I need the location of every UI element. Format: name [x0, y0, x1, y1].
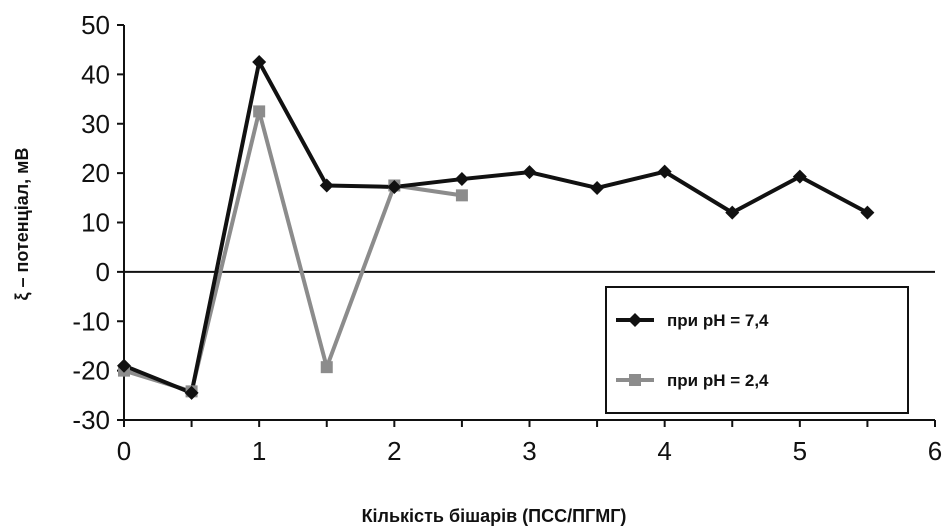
x-tick-label: 6 — [928, 436, 942, 466]
x-tick-label: 5 — [793, 436, 807, 466]
data-point-series-1 — [860, 205, 875, 220]
data-point-series-1 — [522, 165, 537, 180]
data-point-series-1 — [184, 385, 199, 400]
data-point-series-2 — [455, 189, 468, 202]
series-markers — [117, 55, 875, 400]
legend-label-series-1: при pH = 7,4 — [667, 311, 769, 330]
data-point-series-1 — [454, 172, 469, 187]
x-tick-label: 4 — [657, 436, 671, 466]
data-point-series-1 — [725, 205, 740, 220]
series-lines — [123, 60, 869, 395]
legend-label-series-2: при pH = 2,4 — [667, 371, 769, 390]
y-tick-label: 50 — [81, 10, 110, 40]
data-point-series-1 — [319, 178, 334, 193]
y-axis-title: ξ – потенціал, мВ — [12, 148, 33, 301]
y-tick-label: -30 — [72, 405, 110, 435]
data-point-series-2 — [253, 105, 266, 118]
x-axis-tick-labels: 0 1 2 3 4 5 6 — [117, 436, 942, 466]
data-point-series-1 — [387, 179, 402, 194]
legend-swatch-marker-series-2 — [629, 374, 641, 386]
x-axis-ticks — [123, 420, 936, 427]
series-line-2 — [123, 109, 463, 394]
y-tick-label: 40 — [81, 59, 110, 89]
data-point-series-1 — [657, 164, 672, 179]
y-tick-label: -20 — [72, 356, 110, 386]
y-tick-label: 0 — [96, 257, 110, 287]
data-point-series-2 — [320, 361, 333, 374]
x-tick-label: 1 — [252, 436, 266, 466]
y-tick-label: 30 — [81, 109, 110, 139]
data-point-series-1 — [590, 180, 605, 195]
x-axis-title: Кількість бішарів (ПСС/ПГМГ) — [362, 506, 627, 526]
data-point-series-1 — [252, 55, 267, 70]
series-line-1 — [123, 60, 869, 395]
data-point-series-1 — [117, 358, 131, 373]
y-tick-label: 10 — [81, 208, 110, 238]
x-tick-label: 2 — [387, 436, 401, 466]
legend-box — [605, 286, 909, 414]
data-point-series-1 — [792, 169, 807, 184]
legend: при pH = 7,4 при pH = 2,4 — [605, 286, 909, 414]
y-tick-label: 20 — [81, 158, 110, 188]
y-axis-tick-labels: 50 40 30 20 10 0 -10 -20 -30 — [72, 10, 110, 435]
x-tick-label: 0 — [117, 436, 131, 466]
y-tick-label: -10 — [72, 306, 110, 336]
x-tick-label: 3 — [522, 436, 536, 466]
legend-swatch-marker-series-1 — [628, 313, 642, 327]
y-axis-ticks — [117, 24, 124, 421]
